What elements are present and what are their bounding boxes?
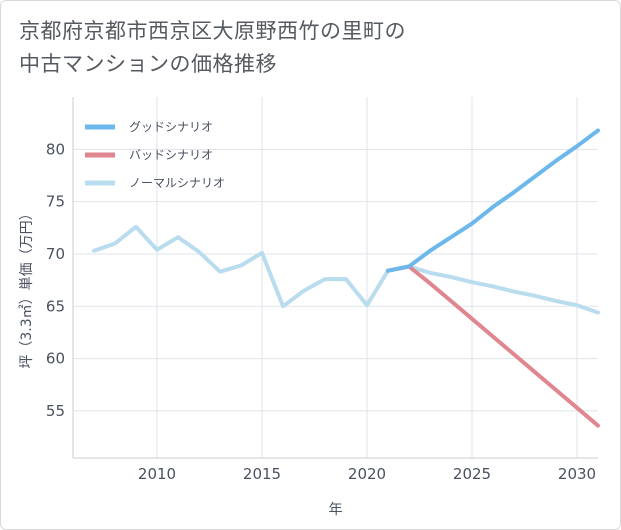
series-line-2 (92, 224, 600, 315)
x-tick-label: 2025 (453, 465, 491, 483)
series-line-0 (386, 128, 600, 273)
y-tick-label: 80 (46, 140, 65, 158)
y-tick-label: 55 (46, 402, 65, 420)
chart-title-line-1: 京都府京都市西京区大原野西竹の里町の (19, 19, 406, 43)
legend-label: グッドシナリオ (129, 120, 213, 134)
y-axis-label: 坪（3.3㎡）単価（万円） (19, 206, 35, 368)
grid (72, 97, 598, 459)
x-tick-label: 2015 (243, 465, 281, 483)
series-line-1 (386, 264, 600, 428)
x-tick-label: 2020 (348, 465, 386, 483)
x-tick-label: 2010 (138, 465, 176, 483)
chart-title-line-2: 中古マンションの価格推移 (19, 52, 277, 76)
y-tick-label: 65 (46, 297, 65, 315)
y-tick-label: 70 (46, 245, 65, 263)
legend-label: バッドシナリオ (129, 148, 213, 162)
chart-title: 京都府京都市西京区大原野西竹の里町の 中古マンションの価格推移 (19, 15, 609, 81)
tick-labels: 55 60 65 70 75 80 2010 2015 2020 2025 2030 (46, 140, 596, 483)
x-axis-label: 年 (329, 502, 343, 518)
legend-label: ノーマルシナリオ (129, 176, 225, 190)
x-tick-label: 2030 (558, 465, 596, 483)
y-tick-label: 60 (46, 350, 65, 368)
series-layer (92, 128, 600, 428)
y-tick-label: 75 (46, 193, 65, 211)
